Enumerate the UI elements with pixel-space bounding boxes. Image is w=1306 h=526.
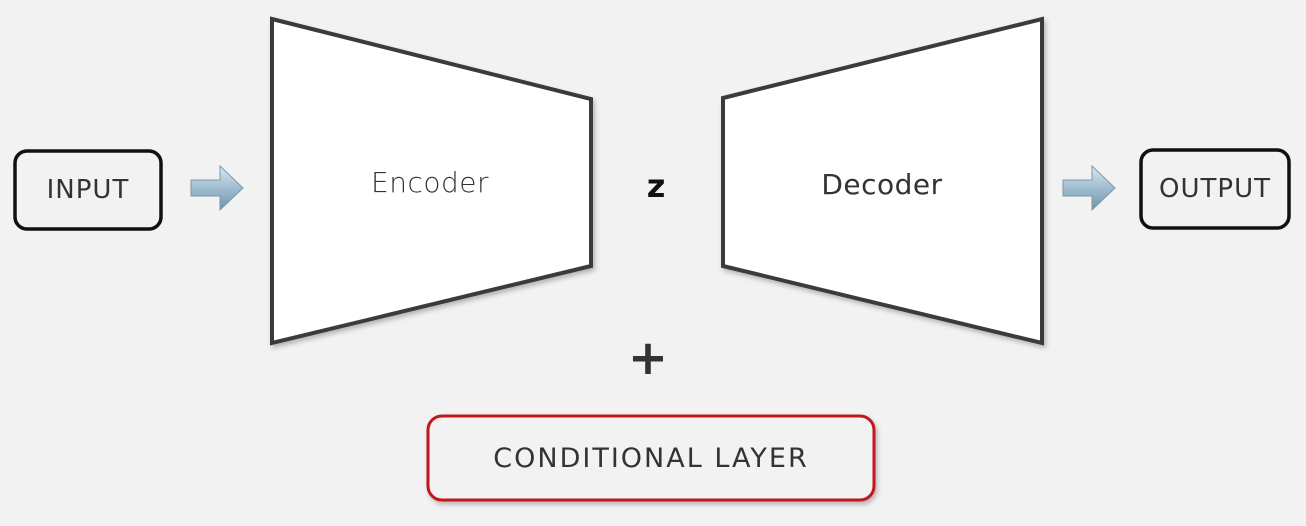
latent-z-label: z (646, 167, 666, 205)
output-arrow (1062, 164, 1116, 212)
conditional-layer-box (426, 414, 876, 502)
input-label: INPUT (46, 175, 130, 205)
decoder-label: Decoder (821, 167, 943, 201)
encoder-label: Encoder (371, 165, 489, 199)
output-label: OUTPUT (1159, 174, 1271, 204)
output-box (1139, 148, 1291, 230)
input-box (13, 149, 163, 231)
plus-sign: + (627, 330, 669, 386)
input-arrow (190, 164, 244, 212)
conditional-layer-label: CONDITIONAL LAYER (493, 442, 809, 474)
encoder-trapezoid (270, 16, 593, 346)
decoder-trapezoid (721, 16, 1044, 346)
